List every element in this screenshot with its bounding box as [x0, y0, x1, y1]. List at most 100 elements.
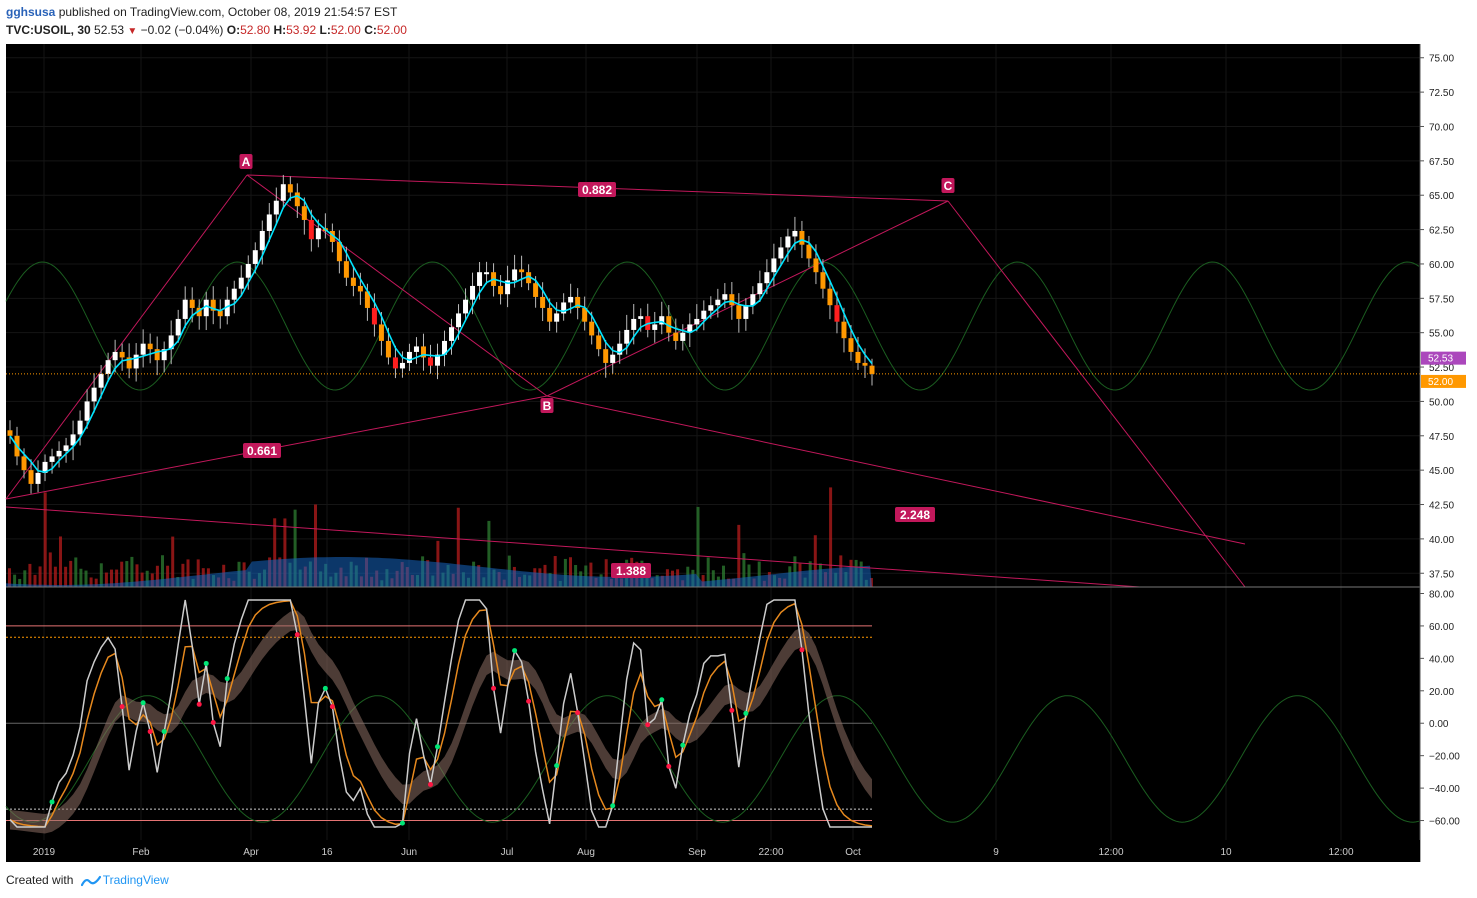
- price-axis[interactable]: 75.00 72.50 70.00 67.50 65.00 62.50 60.00 57.50…: [1420, 54, 1466, 581]
- volume-bar: [701, 575, 705, 587]
- candle-body: [750, 294, 756, 306]
- candle-body: [785, 236, 791, 248]
- candle-body: [456, 313, 462, 328]
- ratio-xb-label[interactable]: 0.661: [243, 443, 281, 458]
- price-tick-label: 37.50: [1429, 569, 1454, 580]
- volume-bar: [59, 536, 62, 587]
- price-tick-label: 67.50: [1429, 157, 1454, 168]
- volume-bar: [23, 570, 27, 587]
- osc-cross-dot: [427, 782, 433, 788]
- point-a-label[interactable]: A: [239, 154, 253, 169]
- time-tick-label: 9: [993, 847, 999, 858]
- time-tick-label: Jul: [501, 847, 514, 858]
- osc-cross-dot: [512, 648, 518, 654]
- volume-bar: [181, 563, 185, 587]
- high-label: H:: [273, 23, 287, 37]
- price-axis-bg[interactable]: [1420, 44, 1477, 862]
- candle-body: [371, 307, 377, 325]
- candle-body: [526, 272, 532, 284]
- oscillator-axis[interactable]: 80.00 60.00 40.00 20.00 0.00 −20.00 −40.00 −60.…: [1420, 589, 1460, 828]
- ma-path: [9, 195, 873, 474]
- candle-body: [701, 310, 707, 319]
- price-tick-label: 55.00: [1429, 329, 1454, 340]
- candle-body: [708, 305, 714, 311]
- open-value: 52.80: [240, 23, 271, 37]
- candle-body: [596, 335, 602, 350]
- candle-body: [308, 219, 314, 240]
- volume-bar: [757, 561, 761, 587]
- candle-body: [841, 321, 847, 339]
- candle-body: [561, 302, 567, 314]
- candle-body: [91, 387, 97, 402]
- high-value: 53.92: [286, 23, 317, 37]
- candle-body: [133, 354, 139, 369]
- candle-body: [287, 184, 293, 193]
- candle-body: [35, 472, 41, 484]
- candle-body: [813, 258, 819, 273]
- candle-body: [582, 307, 588, 322]
- candle-body: [210, 299, 216, 311]
- ratio-xd-label[interactable]: 1.388: [611, 563, 651, 578]
- osc-cross-dot: [203, 660, 209, 666]
- candle-body: [280, 184, 286, 201]
- low-price-tag[interactable]: [1421, 374, 1466, 388]
- candle-body: [7, 430, 13, 436]
- candle-body: [652, 324, 658, 330]
- author-link[interactable]: gghsusa: [6, 5, 56, 19]
- time-axis[interactable]: 2019 Feb Apr 16 Jun Jul Aug Sep 22:00 Oct 9 12:00 10…: [33, 847, 1354, 858]
- osc-tick-label: 20.00: [1429, 687, 1454, 698]
- volume-bar: [89, 577, 93, 587]
- footer: Created with TradingView: [0, 862, 1477, 898]
- osc-cross-dot: [399, 820, 405, 826]
- volume-bar: [33, 574, 37, 587]
- candle-body: [329, 230, 335, 242]
- point-c-label-text: C: [944, 179, 953, 193]
- candle-body: [792, 230, 798, 237]
- candle-body: [315, 228, 321, 240]
- open-label: O:: [226, 23, 241, 37]
- current-price-tag-text: 52.53: [1428, 354, 1453, 365]
- volume-bar: [140, 572, 144, 587]
- ratio-bd-label[interactable]: 2.248: [895, 507, 935, 522]
- chart-canvas[interactable]: A B C 0.882 0.661 2.248 1.388 75.00 72.50 70.00 6…: [0, 44, 1477, 862]
- footer-credit: Created with TradingView: [6, 873, 169, 887]
- point-c-label[interactable]: C: [941, 178, 955, 193]
- candle-body: [834, 305, 840, 322]
- point-b-label[interactable]: B: [540, 398, 554, 413]
- volume-bar: [604, 559, 608, 587]
- candle-body: [470, 285, 476, 300]
- candle-body: [105, 360, 111, 374]
- volume-bar: [64, 566, 68, 587]
- candle-body: [42, 461, 48, 473]
- price-change: −0.02 (−0.04%): [140, 23, 224, 37]
- ratio-ac-label[interactable]: 0.882: [578, 182, 616, 197]
- current-price-tag[interactable]: [1421, 351, 1466, 365]
- osc-cross-dot: [491, 685, 497, 691]
- volume-ma-area: [6, 557, 872, 587]
- volume-bar: [186, 559, 190, 587]
- time-axis-bg[interactable]: [6, 840, 1420, 862]
- tradingview-brand-link[interactable]: TradingView: [102, 873, 169, 887]
- time-tick-label: Jun: [401, 847, 417, 858]
- ratio-xb-label-bg: [243, 443, 281, 458]
- candle-body: [238, 277, 244, 289]
- moving-average-line: [9, 195, 873, 474]
- osc-tick-label: 80.00: [1429, 589, 1454, 600]
- candle-body: [413, 346, 419, 352]
- candle-body: [659, 316, 665, 325]
- volume-bar: [135, 564, 139, 587]
- candle-body: [245, 263, 251, 278]
- volume-bar: [456, 507, 460, 587]
- candle-body: [722, 294, 728, 300]
- candle-body: [610, 354, 616, 363]
- candle-body: [399, 362, 405, 369]
- grid-lines: [6, 44, 1420, 840]
- volume-bar: [829, 487, 833, 587]
- pattern-labels[interactable]: A B C 0.882 0.661 2.248 1.388: [239, 154, 955, 578]
- down-arrow-icon: ▼: [127, 26, 138, 37]
- volume-bar: [99, 563, 103, 587]
- symbol-label[interactable]: TVC:USOIL, 30: [6, 23, 91, 37]
- pattern-bd: [546, 395, 1246, 545]
- osc-tick-label: −40.00: [1429, 784, 1460, 795]
- volume-bar: [813, 535, 817, 587]
